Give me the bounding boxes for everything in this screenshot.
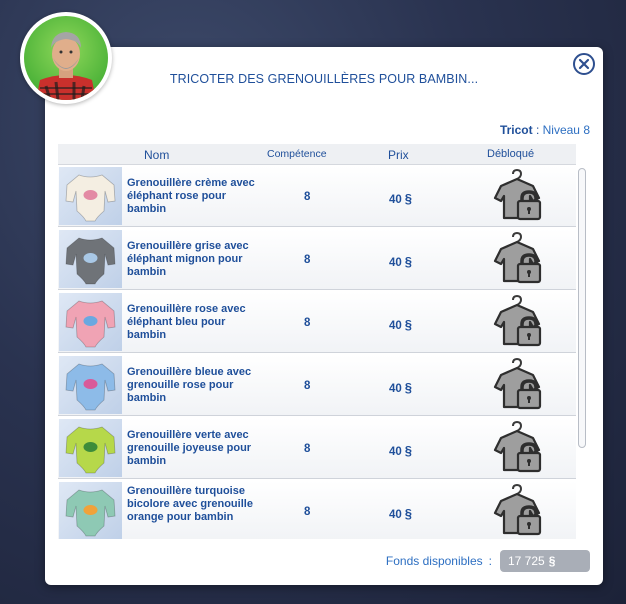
onesie-thumbnail <box>59 167 122 225</box>
item-skill-level: 8 <box>304 254 311 266</box>
item-price: 40 § <box>389 191 412 206</box>
item-price-value: 40 <box>389 257 402 269</box>
item-row[interactable]: Grenouillère verte avec grenouille joyeu… <box>58 418 576 479</box>
header-price: Prix <box>388 148 409 162</box>
locked-shirt-icon <box>491 231 547 287</box>
close-button[interactable] <box>573 53 595 75</box>
funds-currency: § <box>548 554 556 568</box>
item-price-currency: § <box>404 191 413 206</box>
item-price: 40 § <box>389 317 412 332</box>
item-row[interactable]: Grenouillère rose avec éléphant bleu pou… <box>58 292 576 353</box>
table-header: Nom Compétence Prix Débloqué <box>58 144 576 165</box>
item-skill-level: 8 <box>304 443 311 455</box>
onesie-thumbnail <box>59 482 122 539</box>
item-name: Grenouillère verte avec grenouille joyeu… <box>127 429 252 467</box>
skill-level: Niveau 8 <box>542 123 590 137</box>
item-price-currency: § <box>404 443 413 458</box>
item-name: Grenouillère rose avec éléphant bleu pou… <box>127 303 246 341</box>
funds-separator: : <box>488 554 492 568</box>
item-price: 40 § <box>389 380 412 395</box>
funds-label: Fonds disponibles <box>385 554 483 568</box>
locked-shirt-icon <box>491 168 547 224</box>
close-icon <box>578 58 590 70</box>
item-row[interactable]: Grenouillère grise avec éléphant mignon … <box>58 229 576 290</box>
item-price-currency: § <box>404 380 413 395</box>
skill-name: Tricot <box>499 123 533 137</box>
onesie-thumbnail <box>59 419 122 477</box>
item-price-value: 40 <box>389 383 402 395</box>
locked-shirt-icon <box>491 483 547 539</box>
funds-amount: 17 725 <box>508 554 545 568</box>
item-skill-level: 8 <box>304 317 311 329</box>
item-row[interactable]: Grenouillère crème avec éléphant rose po… <box>58 166 576 227</box>
item-name: Grenouillère crème avec éléphant rose po… <box>127 177 255 215</box>
item-price-currency: § <box>404 254 413 269</box>
item-name: Grenouillère bleue avec grenouille rose … <box>127 366 252 404</box>
sim-avatar <box>20 12 112 104</box>
item-price: 40 § <box>389 254 412 269</box>
locked-shirt-icon <box>491 420 547 476</box>
sim-portrait <box>24 16 108 100</box>
item-name: Grenouillère grise avec éléphant mignon … <box>127 240 249 278</box>
item-price: 40 § <box>389 443 412 458</box>
item-price-value: 40 <box>389 509 402 521</box>
locked-shirt-icon <box>491 357 547 413</box>
onesie-thumbnail <box>59 356 122 414</box>
skill-separator: : <box>532 123 543 137</box>
onesie-thumbnail <box>59 293 122 351</box>
header-name: Nom <box>144 148 170 162</box>
item-skill-level: 8 <box>304 506 311 518</box>
item-price-value: 40 <box>389 446 402 458</box>
skill-indicator: Tricot : Niveau 8 <box>500 123 590 137</box>
funds-box: 17 725 § <box>500 550 590 572</box>
item-price-currency: § <box>404 506 413 521</box>
item-row[interactable]: Grenouillère bleue avec grenouille rose … <box>58 355 576 416</box>
header-unlocked: Débloqué <box>487 148 535 160</box>
craft-dialog: TRICOTER DES GRENOUILLÈRES POUR BAMBIN..… <box>45 47 603 585</box>
item-skill-level: 8 <box>304 380 311 392</box>
header-skill: Compétence <box>267 148 327 160</box>
locked-shirt-icon <box>491 294 547 350</box>
item-row[interactable]: Grenouillère turquoise bicolore avec gre… <box>58 481 576 539</box>
item-price-value: 40 <box>389 320 402 332</box>
item-price-value: 40 <box>389 194 402 206</box>
onesie-thumbnail <box>59 230 122 288</box>
scrollbar[interactable] <box>578 168 586 448</box>
item-price: 40 § <box>389 506 412 521</box>
item-name: Grenouillère turquoise bicolore avec gre… <box>127 485 253 523</box>
item-price-currency: § <box>404 317 413 332</box>
item-list[interactable]: Grenouillère crème avec éléphant rose po… <box>58 166 576 539</box>
dialog-title: TRICOTER DES GRENOUILLÈRES POUR BAMBIN..… <box>169 72 479 86</box>
item-skill-level: 8 <box>304 191 311 203</box>
funds-display: Fonds disponibles : 17 725 § <box>386 550 590 572</box>
